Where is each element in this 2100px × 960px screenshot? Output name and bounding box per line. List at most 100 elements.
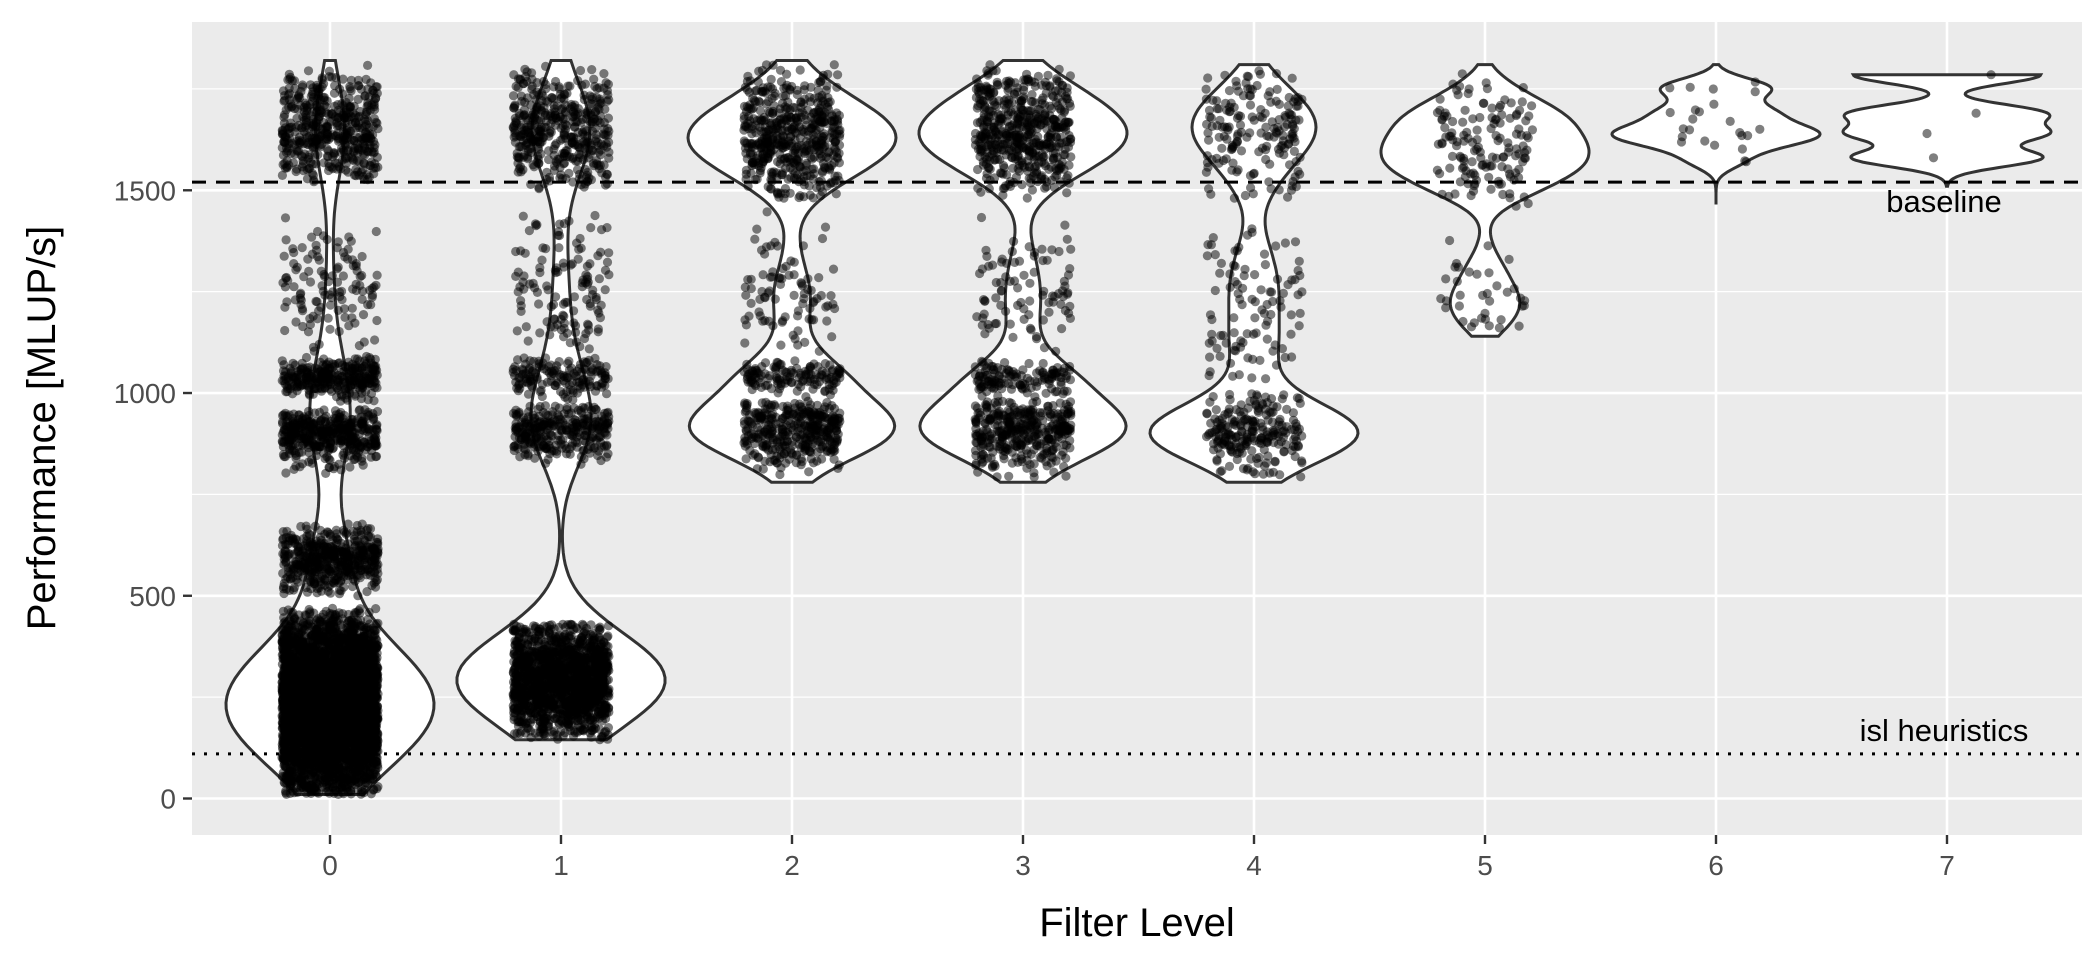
- data-point: [336, 586, 346, 596]
- data-point: [355, 646, 365, 656]
- data-point: [350, 540, 360, 551]
- data-point: [360, 779, 370, 789]
- data-point: [330, 555, 340, 565]
- data-point: [326, 677, 336, 688]
- data-point: [321, 694, 331, 704]
- data-point: [352, 520, 362, 531]
- data-point: [336, 712, 346, 722]
- data-point: [311, 726, 321, 736]
- data-point: [302, 587, 313, 597]
- data-point: [304, 718, 314, 729]
- data-point: [277, 730, 287, 740]
- data-point: [353, 727, 363, 737]
- data-point: [353, 591, 363, 601]
- data-point: [289, 756, 299, 767]
- data-point: [332, 743, 342, 753]
- data-point: [315, 617, 325, 627]
- data-point: [356, 691, 366, 701]
- data-point: [300, 770, 310, 780]
- data-point: [343, 558, 353, 568]
- data-point: [315, 542, 325, 552]
- data-point: [356, 680, 366, 691]
- data-point: [300, 739, 310, 749]
- data-point: [360, 553, 370, 563]
- data-point: [329, 758, 339, 768]
- data-point: [287, 639, 297, 649]
- data-point: [284, 550, 294, 560]
- data-point: [279, 714, 289, 725]
- data-point: [354, 715, 364, 726]
- data-point: [300, 758, 310, 769]
- data-point: [372, 693, 382, 703]
- data-point: [349, 610, 359, 620]
- data-point: [329, 574, 339, 584]
- data-point: [335, 679, 345, 690]
- data-point: [354, 758, 364, 769]
- data-point: [287, 623, 297, 633]
- violin-level-1: [455, 59, 667, 742]
- data-point: [345, 691, 355, 701]
- points-level-0: [277, 60, 383, 800]
- data-point: [350, 663, 360, 673]
- data-point: [327, 687, 337, 697]
- data-point: [371, 451, 382, 461]
- data-point: [282, 778, 292, 788]
- data-point: [366, 628, 376, 639]
- data-point: [288, 708, 298, 719]
- data-point: [281, 468, 291, 478]
- data-point: [284, 683, 294, 694]
- data-point: [307, 630, 317, 641]
- data-point: [342, 567, 353, 577]
- data-point: [316, 686, 326, 696]
- data-point: [327, 729, 337, 739]
- data-point: [372, 676, 382, 687]
- data-point: [316, 580, 326, 590]
- data-point: [340, 730, 350, 740]
- data-point: [287, 647, 297, 657]
- data-point: [366, 789, 376, 799]
- data-point: [367, 560, 377, 570]
- data-point: [358, 672, 368, 682]
- data-point: [280, 705, 290, 716]
- data-point: [298, 655, 309, 665]
- data-point: [371, 576, 381, 587]
- data-point: [282, 668, 292, 678]
- data-point: [310, 693, 320, 703]
- data-point: [298, 618, 308, 628]
- data-point: [293, 725, 303, 735]
- data-point: [324, 771, 334, 782]
- data-point: [316, 703, 326, 713]
- data-point: [326, 531, 336, 542]
- violin-level-6: [1610, 63, 1822, 205]
- data-point: [339, 642, 349, 652]
- data-point: [300, 610, 310, 620]
- data-point: [290, 698, 300, 709]
- data-point: [279, 559, 289, 570]
- data-point: [354, 654, 364, 664]
- violin-level-7: [1841, 73, 2053, 188]
- data-point: [279, 588, 289, 599]
- data-point: [373, 782, 383, 792]
- data-point: [278, 749, 288, 760]
- data-point: [364, 657, 374, 667]
- data-point: [349, 454, 359, 465]
- data-point: [328, 621, 339, 631]
- data-point: [336, 538, 346, 549]
- data-point: [312, 651, 322, 662]
- data-point: [289, 566, 299, 576]
- data-point: [287, 536, 297, 546]
- data-point: [324, 629, 334, 639]
- data-point: [309, 765, 319, 775]
- data-point: [335, 776, 345, 787]
- data-point: [373, 618, 383, 628]
- data-point: [296, 521, 306, 532]
- data-point: [308, 670, 318, 681]
- data-point: [367, 729, 377, 739]
- data-point: [350, 747, 360, 757]
- violin-level-5: [1379, 63, 1591, 338]
- data-point: [363, 615, 373, 625]
- data-point: [327, 609, 337, 619]
- data-point: [310, 521, 320, 531]
- jitter-points: [277, 60, 1996, 800]
